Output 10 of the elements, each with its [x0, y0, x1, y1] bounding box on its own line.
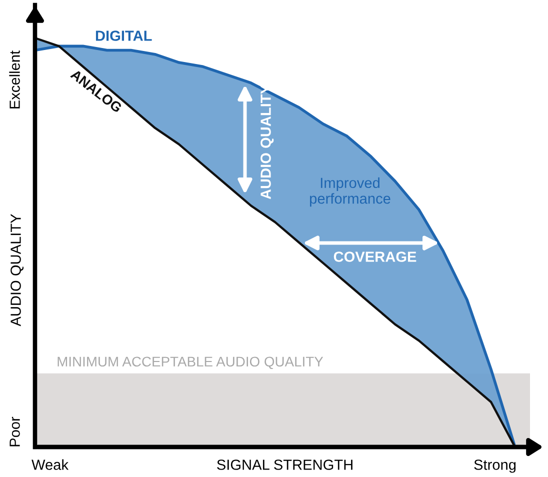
annotation: Improved performance: [310, 177, 390, 207]
y-axis-title: AUDIO QUALITY: [10, 214, 24, 326]
text: Poor: [10, 416, 20, 446]
text: Weak: [32, 459, 69, 470]
x-axis-title: SIGNAL STRENGTH: [217, 460, 352, 470]
band-label: MINIMUM ACCEPTABLE AUDIO QUALITY: [58, 356, 324, 370]
text: Excellent: [9, 50, 20, 108]
text: Strong: [474, 460, 516, 473]
series-label: DIGITAL: [96, 30, 152, 41]
annotation: COVERAGE: [334, 252, 416, 262]
